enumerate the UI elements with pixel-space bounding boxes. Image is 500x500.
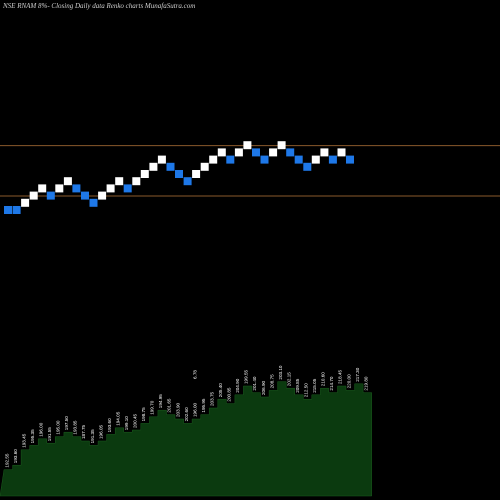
volume-label-29: 199.55: [244, 370, 249, 384]
renko-brick-8: [63, 177, 72, 186]
renko-brick-20: [166, 162, 175, 171]
volume-label-11: 191.35: [90, 429, 95, 443]
volume-label-39: 214.70: [329, 376, 334, 390]
renko-brick-10: [81, 191, 89, 200]
volume-label-37: 215.05: [312, 378, 317, 392]
renko-brick-32: [269, 148, 278, 157]
renko-brick-22: [183, 177, 192, 186]
volume-label-35: 209.85: [295, 378, 300, 392]
volume-label-22: 202.60: [184, 407, 189, 421]
renko-brick-30: [252, 148, 260, 157]
volume-label-19: 194.95: [158, 394, 163, 408]
volume-label-7: 195.00: [56, 420, 61, 434]
volume-label-40: 218.45: [338, 370, 343, 384]
volume-label-2: 193.60: [13, 449, 18, 463]
renko-brick-31: [260, 155, 269, 164]
volume-label-34: 202.15: [286, 372, 291, 386]
volume-label-17: 198.75: [141, 407, 146, 421]
renko-brick-21: [175, 170, 183, 178]
page-title: NSE RNAM 8%- Closing Daily data Renko ch…: [3, 2, 196, 10]
renko-brick-9: [72, 184, 81, 193]
volume-callout: 6.78: [192, 370, 197, 379]
volume-label-38: 210.60: [321, 372, 326, 386]
renko-brick-26: [217, 148, 226, 157]
renko-brick-37: [311, 155, 320, 164]
renko-brick-28: [234, 148, 243, 157]
volume-label-27: 200.85: [227, 387, 232, 401]
volume-label-23: 196.00: [192, 403, 197, 417]
volume-label-5: 196.00: [39, 422, 44, 436]
renko-brick-36: [303, 162, 312, 171]
volume-label-33: 203.10: [278, 365, 283, 379]
renko-brick-17: [140, 170, 149, 178]
renko-brick-1: [4, 206, 12, 214]
volume-label-9: 193.85: [73, 420, 78, 434]
renko-brick-4: [29, 191, 38, 200]
volume-label-6: 191.55: [47, 427, 52, 441]
volume-label-24: 195.95: [201, 398, 206, 412]
renko-brick-25: [209, 155, 218, 164]
volume-label-18: 199.70: [150, 400, 155, 414]
renko-brick-18: [149, 162, 158, 171]
volume-label-36: 212.50: [304, 383, 309, 397]
volume-label-3: 193.45: [21, 433, 26, 447]
renko-brick-7: [55, 184, 64, 193]
volume-label-8: 197.50: [64, 416, 69, 430]
renko-brick-3: [21, 198, 30, 207]
renko-brick-5: [38, 184, 47, 193]
volume-label-20: 201.65: [167, 398, 172, 412]
volume-label-1: 192.55: [4, 453, 9, 467]
volume-label-16: 200.45: [133, 414, 138, 428]
volume-label-15: 199.10: [124, 416, 129, 430]
volume-label-21: 203.90: [175, 403, 180, 417]
renko-brick-16: [132, 177, 141, 186]
renko-brick-23: [192, 170, 201, 178]
volume-label-10: 187.75: [81, 425, 86, 439]
renko-brick-40: [337, 148, 346, 157]
volume-label-25: 203.75: [210, 392, 215, 406]
volume-label-31: 206.90: [261, 381, 266, 395]
renko-brick-24: [200, 162, 209, 171]
volume-label-41: 220.00: [346, 374, 351, 388]
renko-bricks: [4, 141, 354, 214]
renko-brick-27: [226, 155, 235, 164]
volume-label-43: 219.80: [363, 376, 368, 390]
renko-brick-34: [286, 148, 295, 157]
renko-brick-13: [106, 184, 115, 193]
volume-area: [0, 381, 372, 497]
volume-label-4: 195.35: [30, 429, 35, 443]
renko-brick-2: [12, 206, 21, 214]
renko-brick-11: [89, 198, 98, 207]
volume-label-26: 205.40: [218, 383, 223, 397]
renko-brick-39: [328, 155, 337, 164]
renko-brick-15: [123, 184, 132, 193]
renko-brick-6: [46, 191, 55, 200]
volume-area-shape: [0, 381, 372, 497]
renko-brick-38: [320, 148, 329, 157]
renko-brick-35: [294, 155, 303, 164]
renko-brick-12: [98, 191, 107, 200]
volume-label-13: 193.60: [107, 418, 112, 432]
renko-brick-14: [115, 177, 124, 186]
volume-label-32: 208.75: [269, 374, 274, 388]
volume-label-14: 194.05: [115, 411, 120, 425]
volume-label-28: 204.90: [235, 378, 240, 392]
renko-brick-33: [277, 141, 286, 150]
renko-brick-41: [346, 155, 354, 164]
volume-label-42: 217.30: [355, 367, 360, 381]
volume-label-30: 201.40: [252, 376, 257, 390]
renko-brick-29: [243, 141, 252, 150]
volume-label-12: 196.05: [98, 425, 103, 439]
renko-brick-19: [157, 155, 166, 164]
